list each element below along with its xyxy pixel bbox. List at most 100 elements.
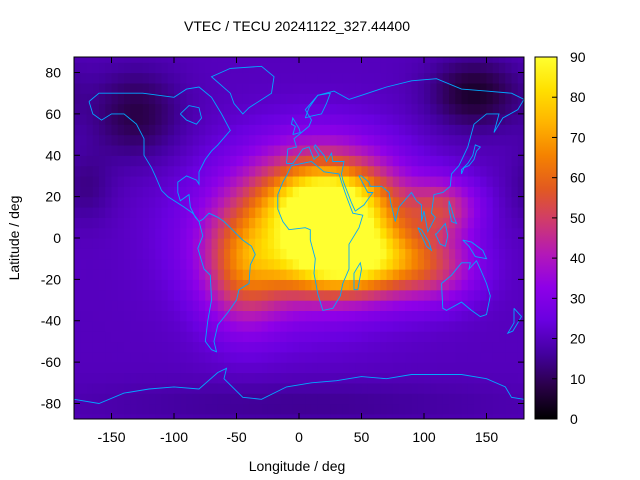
heatmap-cell: [424, 279, 431, 291]
heatmap-cell: [430, 372, 438, 384]
heatmap-cell: [486, 206, 494, 218]
heatmap-cell: [255, 175, 263, 187]
heatmap-cell: [405, 413, 413, 419]
heatmap-cell: [424, 93, 431, 105]
heatmap-cell: [442, 113, 450, 125]
heatmap-cell: [274, 310, 281, 322]
heatmap-cell: [511, 341, 519, 353]
heatmap-cell: [161, 393, 169, 405]
heatmap-cell: [174, 341, 181, 353]
heatmap-cell: [511, 289, 519, 301]
heatmap-cell: [480, 144, 488, 156]
heatmap-cell: [330, 72, 338, 84]
heatmap-cell: [136, 72, 144, 84]
heatmap-cell: [517, 248, 524, 260]
heatmap-cell: [467, 279, 475, 291]
heatmap-cell: [280, 341, 288, 353]
heatmap-cell: [474, 248, 481, 260]
heatmap-cell: [361, 62, 369, 74]
heatmap-cell: [386, 238, 394, 249]
heatmap-cell: [399, 320, 406, 332]
heatmap-cell: [430, 382, 438, 394]
heatmap-cell: [230, 134, 238, 146]
heatmap-cell: [305, 413, 313, 419]
heatmap-cell: [262, 41, 269, 52]
heatmap-cell: [230, 113, 238, 125]
heatmap-cell: [136, 82, 144, 94]
heatmap-cell: [380, 320, 388, 332]
heatmap-cell: [236, 269, 244, 280]
heatmap-cell: [467, 155, 475, 167]
heatmap-cell: [274, 382, 281, 394]
coastline-madagascar: [353, 261, 362, 291]
heatmap-cell: [392, 62, 400, 74]
heatmap-cell: [267, 57, 275, 63]
heatmap-cell: [380, 62, 388, 74]
heatmap-cell: [380, 331, 388, 343]
heatmap-cell: [211, 258, 219, 270]
heatmap-cell: [317, 320, 325, 332]
heatmap-cell: [405, 258, 413, 270]
heatmap-cell: [511, 351, 519, 363]
heatmap-cell: [311, 382, 319, 394]
heatmap-cell: [517, 320, 524, 332]
heatmap-cell: [192, 362, 200, 374]
heatmap-cell: [199, 393, 206, 405]
heatmap-cell: [80, 62, 88, 74]
heatmap-cell: [311, 248, 319, 260]
heatmap-cell: [211, 62, 219, 74]
heatmap-cell: [361, 310, 369, 322]
heatmap-cell: [405, 238, 413, 249]
heatmap-cell: [186, 93, 194, 105]
heatmap-cell: [480, 331, 488, 343]
heatmap-cell: [511, 413, 519, 419]
heatmap-cell: [111, 72, 119, 84]
heatmap-cell: [311, 206, 319, 218]
heatmap-cell: [249, 279, 256, 291]
heatmap-cell: [117, 300, 125, 311]
heatmap-cell: [424, 103, 431, 115]
heatmap-cell: [342, 351, 350, 363]
heatmap-cell: [474, 413, 481, 419]
heatmap-cell: [330, 372, 338, 384]
heatmap-cell: [149, 217, 156, 229]
heatmap-cell: [267, 351, 275, 363]
heatmap-cell: [374, 310, 381, 322]
heatmap-cell: [317, 351, 325, 363]
heatmap-cell: [511, 175, 519, 187]
y-tick-label: -40: [41, 313, 61, 329]
heatmap-cell: [292, 227, 300, 239]
heatmap-cell: [386, 206, 394, 218]
x-axis: -150 -100 -50 0 50 100 150: [97, 57, 498, 445]
heatmap-cell: [155, 341, 163, 353]
heatmap-cell: [336, 227, 344, 239]
heatmap-cell: [424, 382, 431, 394]
heatmap-cell: [274, 351, 281, 363]
heatmap-cell: [330, 248, 338, 260]
heatmap-cell: [149, 227, 156, 239]
heatmap-cell: [142, 362, 150, 374]
heatmap-cell: [517, 279, 524, 291]
heatmap-cell: [261, 320, 269, 332]
heatmap-cell: [361, 413, 369, 419]
heatmap-cell: [242, 351, 250, 363]
heatmap-cell: [224, 82, 231, 94]
heatmap-cell: [355, 248, 363, 260]
heatmap-cell: [111, 144, 119, 156]
heatmap-cell: [455, 103, 463, 115]
heatmap-cell: [280, 165, 288, 177]
heatmap-cell: [342, 403, 350, 415]
heatmap-cell: [349, 62, 356, 74]
heatmap-cell: [286, 403, 294, 415]
heatmap-cell: [386, 258, 394, 270]
heatmap-cell: [480, 289, 488, 301]
heatmap-cell: [280, 269, 288, 280]
heatmap-cell: [74, 217, 81, 229]
heatmap-cell: [142, 72, 150, 84]
heatmap-cell: [161, 124, 169, 136]
heatmap-cell: [124, 238, 131, 249]
heatmap-cell: [74, 279, 81, 291]
heatmap-cell: [311, 62, 319, 74]
heatmap-cell: [74, 41, 81, 52]
heatmap-cell: [230, 403, 238, 415]
